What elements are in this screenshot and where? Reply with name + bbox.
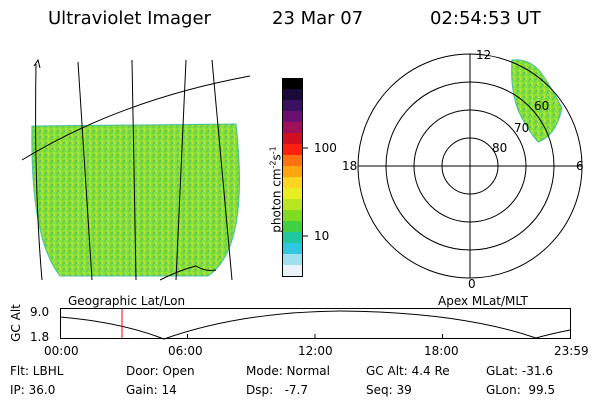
xtick-0600: 06:00 [168, 344, 203, 358]
colorbar-segment [282, 232, 302, 244]
colorbar-segment [282, 155, 302, 167]
xtick-2359: 23:59 [554, 344, 589, 358]
colorbar [282, 78, 308, 277]
colorbar-segment [282, 210, 302, 222]
aurora-image-polar [511, 59, 563, 143]
info-gain: Gain: 14 [126, 383, 177, 397]
instrument-title: Ultraviolet Imager [48, 8, 211, 29]
colorbar-segment [282, 265, 302, 277]
mlt-label-0: 0 [468, 277, 476, 291]
colorbar-segment [282, 133, 302, 145]
mlt-label-18: 18 [342, 159, 357, 173]
info-ip: IP: 36.0 [10, 383, 56, 397]
colorbar-segment [282, 144, 302, 156]
xtick-1200: 12:00 [298, 344, 333, 358]
colorbar-segment [282, 78, 302, 90]
colorbar-label-10: 10 [314, 229, 330, 243]
xtick-1800: 18:00 [424, 344, 459, 358]
colorbar-segment [282, 111, 302, 123]
info-glat: GLat: -31.6 [486, 364, 553, 378]
colorbar-unit-label: photon cm-2s-1 [268, 146, 284, 233]
apex-caption: Apex MLat/MLT [438, 294, 528, 308]
colorbar-segment [282, 254, 302, 266]
mlt-label-6: 6 [576, 159, 584, 173]
altitude-ylabel: GC Alt [9, 304, 23, 342]
info-gcalt: GC Alt: 4.4 Re [366, 364, 450, 378]
colorbar-segment [282, 166, 302, 178]
mlt-label-12: 12 [476, 48, 491, 62]
lat-label-70: 70 [514, 121, 529, 135]
aurora-image-left [31, 123, 240, 277]
polar-plot: 12 18 6 0 60 70 80 [342, 48, 584, 291]
info-flt: Flt: LBHL [10, 364, 64, 378]
date-label: 23 Mar 07 [272, 8, 364, 29]
colorbar-segment [282, 89, 302, 101]
info-mode: Mode: Normal [246, 364, 330, 378]
lat-label-60: 60 [534, 99, 549, 113]
colorbar-segment [282, 243, 302, 255]
altitude-curve [60, 310, 571, 340]
colorbar-segment [282, 199, 302, 211]
colorbar-segment [282, 122, 302, 134]
colorbar-segment [282, 188, 302, 200]
geographic-image-panel [21, 58, 251, 281]
altitude-ytick-9: 9.0 [30, 305, 50, 319]
altitude-ytick-1.8: 1.8 [30, 330, 50, 344]
colorbar-label-100: 100 [314, 141, 337, 155]
info-seq: Seq: 39 [366, 383, 412, 397]
info-glon: GLon: 99.5 [486, 383, 556, 397]
colorbar-segment [282, 221, 302, 233]
lat-lon-grid [21, 59, 251, 281]
lat-label-80: 80 [492, 141, 507, 155]
coastline [159, 265, 217, 281]
geographic-caption: Geographic Lat/Lon [68, 294, 186, 308]
colorbar-segment [282, 177, 302, 189]
info-door: Door: Open [126, 364, 195, 378]
info-dsp: Dsp: -7.7 [246, 383, 309, 397]
time-label: 02:54:53 UT [430, 8, 541, 29]
xtick-0000: 00:00 [44, 344, 79, 358]
altitude-plot [60, 308, 571, 340]
colorbar-segment [282, 100, 302, 112]
